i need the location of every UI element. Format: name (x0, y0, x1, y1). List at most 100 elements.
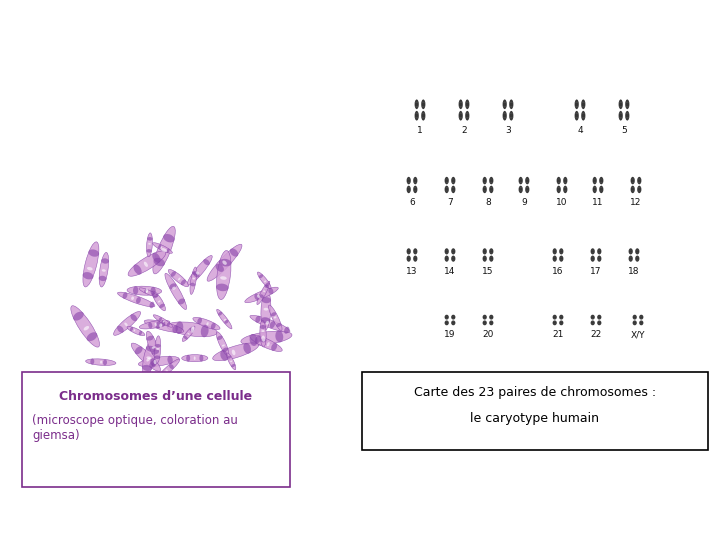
Ellipse shape (451, 321, 455, 322)
Ellipse shape (159, 303, 165, 308)
Ellipse shape (227, 353, 236, 370)
Ellipse shape (445, 259, 449, 260)
Ellipse shape (618, 99, 623, 109)
Ellipse shape (269, 305, 282, 330)
Ellipse shape (150, 287, 156, 295)
Ellipse shape (267, 342, 270, 346)
Ellipse shape (559, 255, 563, 262)
Ellipse shape (264, 285, 269, 288)
Ellipse shape (451, 252, 455, 253)
Ellipse shape (413, 186, 418, 193)
Ellipse shape (224, 319, 226, 321)
Ellipse shape (633, 323, 636, 324)
Ellipse shape (232, 349, 235, 355)
Ellipse shape (563, 177, 567, 184)
Text: 4: 4 (577, 126, 582, 135)
Ellipse shape (136, 297, 141, 303)
Text: 19: 19 (444, 330, 456, 339)
Ellipse shape (134, 329, 135, 332)
Ellipse shape (490, 259, 493, 260)
Ellipse shape (445, 178, 449, 180)
Ellipse shape (261, 317, 270, 323)
Ellipse shape (553, 259, 557, 260)
Text: 18: 18 (629, 267, 640, 276)
Ellipse shape (451, 320, 456, 325)
Ellipse shape (87, 267, 93, 271)
Ellipse shape (629, 249, 632, 251)
Ellipse shape (553, 321, 557, 322)
Ellipse shape (482, 248, 487, 254)
Ellipse shape (215, 264, 224, 272)
Ellipse shape (146, 346, 156, 352)
Ellipse shape (130, 314, 137, 321)
Ellipse shape (190, 283, 195, 286)
Text: 9: 9 (521, 198, 527, 207)
Ellipse shape (196, 272, 199, 275)
Ellipse shape (260, 320, 266, 347)
Ellipse shape (193, 318, 220, 329)
Ellipse shape (413, 177, 418, 184)
Ellipse shape (445, 187, 449, 188)
Text: 13: 13 (406, 267, 418, 276)
Text: 21: 21 (552, 330, 564, 339)
Ellipse shape (593, 191, 596, 192)
Text: 8: 8 (485, 198, 491, 207)
Ellipse shape (483, 323, 487, 324)
Ellipse shape (211, 323, 215, 329)
Ellipse shape (626, 117, 629, 118)
Ellipse shape (633, 315, 636, 320)
Ellipse shape (503, 112, 506, 114)
Ellipse shape (143, 339, 156, 377)
Ellipse shape (167, 356, 173, 364)
Ellipse shape (139, 320, 170, 329)
Ellipse shape (639, 323, 643, 324)
Ellipse shape (413, 259, 417, 260)
Ellipse shape (553, 256, 557, 258)
Text: 14: 14 (444, 267, 456, 276)
Ellipse shape (509, 111, 513, 120)
Ellipse shape (619, 102, 623, 103)
Ellipse shape (559, 321, 563, 322)
Ellipse shape (459, 111, 463, 120)
Ellipse shape (193, 272, 199, 278)
Ellipse shape (190, 267, 197, 294)
Ellipse shape (591, 256, 595, 258)
Ellipse shape (637, 186, 642, 193)
Ellipse shape (152, 349, 159, 355)
Ellipse shape (71, 306, 99, 347)
Ellipse shape (157, 359, 180, 380)
Ellipse shape (629, 256, 632, 258)
Ellipse shape (490, 191, 493, 192)
Ellipse shape (553, 248, 557, 254)
Ellipse shape (222, 260, 227, 265)
Ellipse shape (490, 249, 493, 251)
Ellipse shape (459, 106, 462, 107)
Ellipse shape (526, 182, 529, 183)
Ellipse shape (158, 245, 161, 249)
Ellipse shape (231, 364, 235, 367)
Ellipse shape (598, 321, 601, 322)
Ellipse shape (557, 187, 560, 188)
Ellipse shape (631, 186, 635, 193)
Ellipse shape (451, 178, 455, 180)
Ellipse shape (503, 111, 507, 120)
Ellipse shape (591, 259, 595, 260)
Ellipse shape (451, 177, 456, 184)
Ellipse shape (153, 360, 156, 364)
Ellipse shape (459, 112, 462, 114)
Ellipse shape (575, 106, 578, 107)
Ellipse shape (553, 318, 557, 319)
Ellipse shape (509, 99, 513, 109)
Ellipse shape (217, 251, 231, 300)
Ellipse shape (526, 178, 529, 180)
Ellipse shape (263, 290, 266, 292)
Ellipse shape (519, 191, 523, 192)
Text: 11: 11 (593, 198, 604, 207)
Ellipse shape (152, 346, 156, 349)
Ellipse shape (167, 322, 170, 326)
Ellipse shape (582, 117, 585, 118)
Ellipse shape (490, 256, 493, 258)
Ellipse shape (117, 292, 155, 307)
Ellipse shape (445, 191, 449, 192)
Ellipse shape (490, 182, 493, 183)
